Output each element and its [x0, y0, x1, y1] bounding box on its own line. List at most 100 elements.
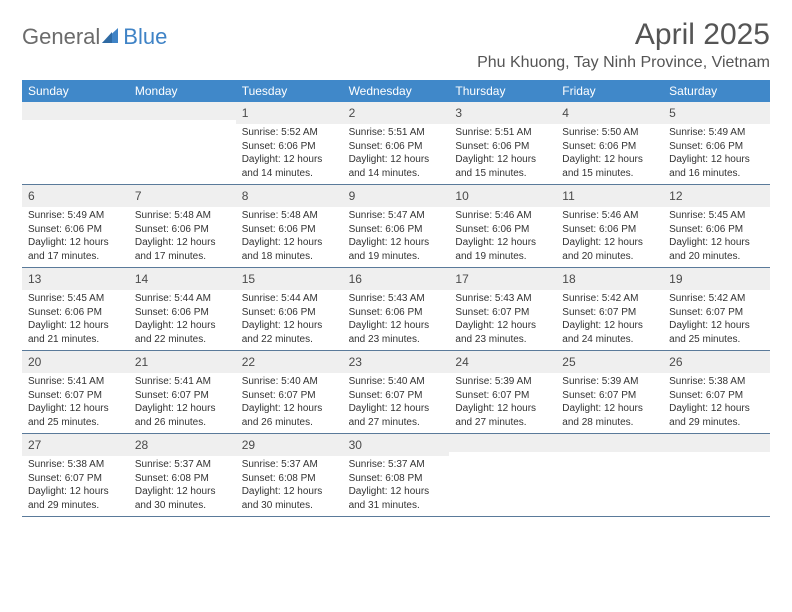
calendar-day: 8Sunrise: 5:48 AMSunset: 6:06 PMDaylight…	[236, 185, 343, 267]
page-title: April 2025	[477, 18, 770, 52]
sunset-text: Sunset: 6:07 PM	[562, 306, 657, 320]
day-number: 10	[455, 189, 468, 203]
calendar-week: 13 Sunrise: 5:45 AMSunset: 6:06 PMDayligh…	[22, 268, 770, 351]
sunset-text: Sunset: 6:06 PM	[669, 140, 764, 154]
day-body: Sunrise: 5:49 AMSunset: 6:06 PMDaylight:…	[663, 124, 770, 184]
day-number: 23	[349, 355, 362, 369]
brand-text-1: General	[22, 24, 100, 50]
sunset-text: Sunset: 6:06 PM	[349, 223, 444, 237]
day-body: Sunrise: 5:44 AMSunset: 6:06 PMDaylight:…	[129, 290, 236, 350]
day-body: Sunrise: 5:41 AMSunset: 6:07 PMDaylight:…	[129, 373, 236, 433]
calendar-day-empty	[449, 434, 556, 516]
sunset-text: Sunset: 6:07 PM	[28, 389, 123, 403]
sunset-text: Sunset: 6:06 PM	[242, 306, 337, 320]
day-body: Sunrise: 5:37 AMSunset: 6:08 PMDaylight:…	[343, 456, 450, 516]
sunrise-text: Sunrise: 5:42 AM	[562, 292, 657, 306]
sunset-text: Sunset: 6:06 PM	[562, 140, 657, 154]
day-number: 19	[669, 272, 682, 286]
day-number-row: 13	[22, 268, 129, 290]
sunrise-text: Sunrise: 5:46 AM	[455, 209, 550, 223]
dow-cell: Friday	[556, 80, 663, 102]
day-number-row: 1	[236, 102, 343, 124]
calendar-day: 2Sunrise: 5:51 AMSunset: 6:06 PMDaylight…	[343, 102, 450, 184]
day-number-row: 7	[129, 185, 236, 207]
day-number-row	[663, 434, 770, 452]
calendar-day: 11Sunrise: 5:46 AMSunset: 6:06 PMDayligh…	[556, 185, 663, 267]
daylight-text: Daylight: 12 hours and 27 minutes.	[455, 402, 550, 429]
sunrise-text: Sunrise: 5:51 AM	[349, 126, 444, 140]
day-number-row: 17	[449, 268, 556, 290]
day-number: 3	[455, 106, 462, 120]
day-number: 20	[28, 355, 41, 369]
sunrise-text: Sunrise: 5:37 AM	[242, 458, 337, 472]
sunset-text: Sunset: 6:07 PM	[135, 389, 230, 403]
calendar-day: 22Sunrise: 5:40 AMSunset: 6:07 PMDayligh…	[236, 351, 343, 433]
sunset-text: Sunset: 6:06 PM	[455, 140, 550, 154]
sunset-text: Sunset: 6:06 PM	[242, 223, 337, 237]
sunrise-text: Sunrise: 5:51 AM	[455, 126, 550, 140]
day-number-row: 29	[236, 434, 343, 456]
calendar-week: 20Sunrise: 5:41 AMSunset: 6:07 PMDayligh…	[22, 351, 770, 434]
calendar-day: 18Sunrise: 5:42 AMSunset: 6:07 PMDayligh…	[556, 268, 663, 350]
sunrise-text: Sunrise: 5:40 AM	[349, 375, 444, 389]
sunrise-text: Sunrise: 5:41 AM	[28, 375, 123, 389]
sunrise-text: Sunrise: 5:37 AM	[135, 458, 230, 472]
day-number-row: 26	[663, 351, 770, 373]
sunset-text: Sunset: 6:07 PM	[349, 389, 444, 403]
calendar-day: 10Sunrise: 5:46 AMSunset: 6:06 PMDayligh…	[449, 185, 556, 267]
day-number: 28	[135, 438, 148, 452]
day-number: 24	[455, 355, 468, 369]
day-body: Sunrise: 5:50 AMSunset: 6:06 PMDaylight:…	[556, 124, 663, 184]
day-number: 21	[135, 355, 148, 369]
calendar-day: 30Sunrise: 5:37 AMSunset: 6:08 PMDayligh…	[343, 434, 450, 516]
sunset-text: Sunset: 6:06 PM	[669, 223, 764, 237]
sunset-text: Sunset: 6:06 PM	[135, 223, 230, 237]
sunset-text: Sunset: 6:07 PM	[669, 389, 764, 403]
day-body: Sunrise: 5:41 AMSunset: 6:07 PMDaylight:…	[22, 373, 129, 433]
day-body: Sunrise: 5:48 AMSunset: 6:06 PMDaylight:…	[236, 207, 343, 267]
sunrise-text: Sunrise: 5:47 AM	[349, 209, 444, 223]
calendar-day: 5 Sunrise: 5:49 AMSunset: 6:06 PMDaylight…	[663, 102, 770, 184]
daylight-text: Daylight: 12 hours and 28 minutes.	[562, 402, 657, 429]
day-number-row: 21	[129, 351, 236, 373]
sunrise-text: Sunrise: 5:50 AM	[562, 126, 657, 140]
sunrise-text: Sunrise: 5:46 AM	[562, 209, 657, 223]
day-body: Sunrise: 5:51 AMSunset: 6:06 PMDaylight:…	[449, 124, 556, 184]
day-number-row: 28	[129, 434, 236, 456]
day-number-row: 12	[663, 185, 770, 207]
day-number-row: 4	[556, 102, 663, 124]
calendar-day: 6Sunrise: 5:49 AMSunset: 6:06 PMDaylight…	[22, 185, 129, 267]
dow-cell: Sunday	[22, 80, 129, 102]
sunset-text: Sunset: 6:07 PM	[242, 389, 337, 403]
sunset-text: Sunset: 6:06 PM	[349, 140, 444, 154]
day-body: Sunrise: 5:45 AMSunset: 6:06 PMDaylight:…	[22, 290, 129, 350]
day-body	[449, 452, 556, 516]
day-number: 11	[562, 189, 574, 203]
sunset-text: Sunset: 6:06 PM	[135, 306, 230, 320]
day-body: Sunrise: 5:52 AMSunset: 6:06 PMDaylight:…	[236, 124, 343, 184]
day-body: Sunrise: 5:39 AMSunset: 6:07 PMDaylight:…	[449, 373, 556, 433]
day-number: 15	[242, 272, 255, 286]
day-number-row: 20	[22, 351, 129, 373]
calendar-day: 29Sunrise: 5:37 AMSunset: 6:08 PMDayligh…	[236, 434, 343, 516]
daylight-text: Daylight: 12 hours and 29 minutes.	[28, 485, 123, 512]
day-number-row: 25	[556, 351, 663, 373]
day-number-row	[449, 434, 556, 452]
daylight-text: Daylight: 12 hours and 22 minutes.	[242, 319, 337, 346]
sunset-text: Sunset: 6:08 PM	[349, 472, 444, 486]
calendar-day: 26Sunrise: 5:38 AMSunset: 6:07 PMDayligh…	[663, 351, 770, 433]
day-number-row: 3	[449, 102, 556, 124]
calendar-day: 1Sunrise: 5:52 AMSunset: 6:06 PMDaylight…	[236, 102, 343, 184]
day-body: Sunrise: 5:37 AMSunset: 6:08 PMDaylight:…	[129, 456, 236, 516]
day-body: Sunrise: 5:39 AMSunset: 6:07 PMDaylight:…	[556, 373, 663, 433]
daylight-text: Daylight: 12 hours and 29 minutes.	[669, 402, 764, 429]
sunset-text: Sunset: 6:08 PM	[135, 472, 230, 486]
sunset-text: Sunset: 6:06 PM	[349, 306, 444, 320]
day-number-row: 30	[343, 434, 450, 456]
day-number-row: 22	[236, 351, 343, 373]
daylight-text: Daylight: 12 hours and 25 minutes.	[669, 319, 764, 346]
sunrise-text: Sunrise: 5:43 AM	[455, 292, 550, 306]
day-number: 13	[28, 272, 41, 286]
day-number: 5	[669, 106, 676, 120]
day-body: Sunrise: 5:44 AMSunset: 6:06 PMDaylight:…	[236, 290, 343, 350]
